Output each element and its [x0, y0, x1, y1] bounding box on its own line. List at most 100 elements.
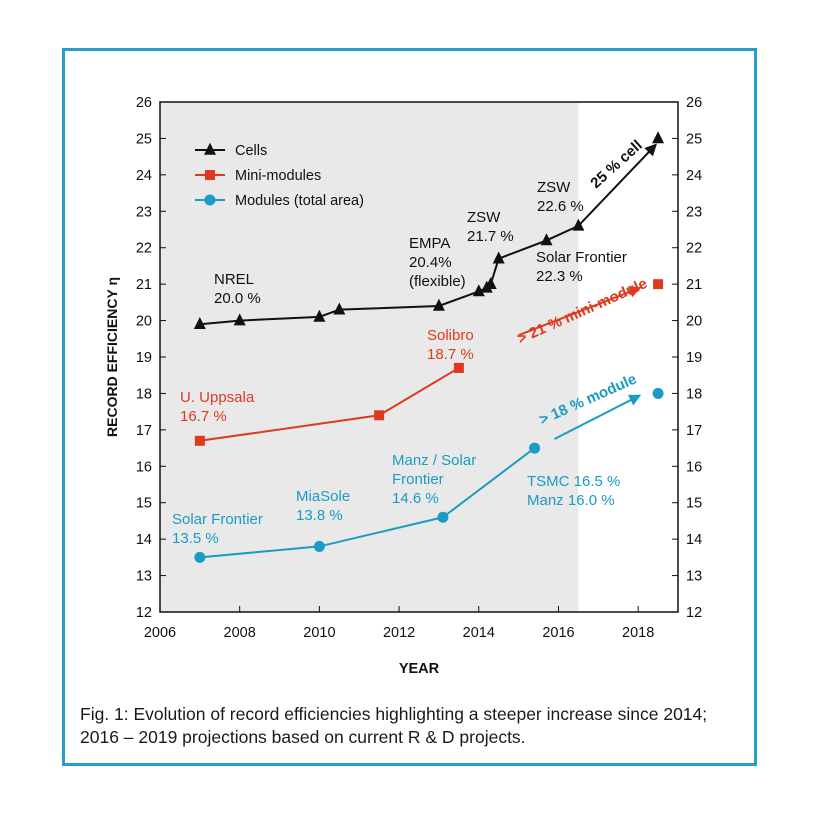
y-tick-label-left: 18: [136, 386, 152, 402]
annotation-zsw-21-7: ZSW 21.7 %: [467, 209, 514, 245]
annotation-solar-frontier-13-5-line: Solar Frontier: [172, 511, 263, 528]
y-tick-label-right: 26: [686, 95, 702, 111]
legend-marker: [204, 142, 216, 155]
y-tick-label-right: 19: [686, 350, 702, 366]
annotation-tsmc-manz-line: TSMC 16.5 %: [527, 473, 620, 490]
legend-label: Cells: [235, 143, 267, 159]
annotation-empa-line: (flexible): [409, 273, 466, 290]
module-data-point: [529, 442, 541, 454]
annotation-solar-frontier-22-3-line: 22.3 %: [536, 268, 583, 285]
annotation-miasole-line: MiaSole: [296, 488, 350, 505]
x-tick-label: 2016: [542, 625, 574, 641]
legend-marker: [204, 194, 216, 206]
cells-data-point: [193, 317, 206, 330]
legend-label: Mini-modules: [235, 168, 321, 184]
y-tick-label-right: 12: [686, 605, 702, 621]
annotation-tsmc-manz-line: Manz 16.0 %: [527, 492, 615, 509]
x-tick-label: 2014: [463, 625, 495, 641]
mini-module-projection-point: [653, 279, 664, 290]
y-tick-label-left: 15: [136, 496, 152, 512]
mini-module-data-point: [194, 435, 205, 446]
cells-data-point: [432, 298, 445, 311]
annotation-empa-line: EMPA: [409, 235, 450, 252]
annotation-manz-solar-frontier-line: Frontier: [392, 471, 444, 488]
y-tick-label-right: 18: [686, 386, 702, 402]
annotation-solibro-line: Solibro: [427, 327, 474, 344]
y-tick-label-left: 16: [136, 459, 152, 475]
y-tick-label-right: 25: [686, 131, 702, 147]
mini-module-projection-arrow: [518, 286, 642, 337]
y-axis-title: RECORD EFFICIENCY η: [104, 277, 120, 437]
caption-line-1: Fig. 1: Evolution of record efficiencies…: [80, 704, 708, 724]
x-tick-label: 2006: [144, 625, 176, 641]
annotation-solibro-line: 18.7 %: [427, 346, 474, 363]
y-tick-label-right: 22: [686, 241, 702, 257]
y-tick-label-left: 13: [136, 569, 152, 585]
annotation-solar-frontier-22-3-line: Solar Frontier: [536, 249, 627, 266]
annotation-tsmc-manz: TSMC 16.5 % Manz 16.0 %: [527, 473, 620, 509]
y-tick-label-right: 14: [686, 532, 702, 548]
module-data-point: [194, 551, 206, 563]
module-data-point: [437, 511, 449, 523]
y-tick-label-right: 16: [686, 459, 702, 475]
annotation-miasole: MiaSole 13.8 %: [296, 488, 350, 524]
annotation-zsw-22-6: ZSW 22.6 %: [537, 179, 584, 215]
caption-line-2: 2016 – 2019 projections based on current…: [80, 727, 526, 747]
cells-data-point: [540, 233, 553, 246]
annotation-u-uppsala: U. Uppsala 16.7 %: [180, 389, 255, 425]
mini-module-data-point: [453, 362, 464, 373]
cells-data-point: [233, 313, 246, 326]
y-tick-label-right: 15: [686, 496, 702, 512]
cells-data-point: [492, 251, 505, 264]
annotation-u-uppsala-line: U. Uppsala: [180, 389, 255, 406]
y-tick-label-left: 22: [136, 241, 152, 257]
historic-period-shading: [160, 102, 579, 612]
cells-projection-arrow: [577, 143, 657, 227]
annotation-nrel-line: NREL: [214, 271, 254, 288]
annotation-empa: EMPA 20.4% (flexible): [409, 235, 466, 290]
y-tick-label-right: 20: [686, 314, 702, 330]
y-tick-label-left: 24: [136, 168, 152, 184]
cells-data-point: [484, 276, 497, 289]
legend-label: Modules (total area): [235, 193, 364, 209]
y-tick-label-left: 20: [136, 314, 152, 330]
annotation-zsw-22-6-line: 22.6 %: [537, 198, 584, 215]
cells-data-point: [313, 309, 326, 322]
mini-module-data-point: [374, 410, 385, 421]
annotation-nrel: NREL 20.0 %: [214, 271, 261, 307]
annotation-zsw-21-7-line: ZSW: [467, 209, 501, 226]
y-tick-label-left: 12: [136, 605, 152, 621]
annotation-zsw-22-6-line: ZSW: [537, 179, 571, 196]
y-tick-label-left: 25: [136, 131, 152, 147]
module-series-line: [199, 447, 536, 559]
annotation-empa-line: 20.4%: [409, 254, 452, 271]
annotation-u-uppsala-line: 16.7 %: [180, 408, 227, 425]
annotation-miasole-line: 13.8 %: [296, 507, 343, 524]
cells-data-point: [472, 284, 485, 297]
module-projection-arrow: [554, 394, 642, 440]
y-tick-label-right: 13: [686, 569, 702, 585]
y-tick-label-left: 17: [136, 423, 152, 439]
annotation-manz-solar-frontier-line: 14.6 %: [392, 490, 439, 507]
x-tick-label: 2008: [224, 625, 256, 641]
x-tick-label: 2010: [303, 625, 335, 641]
y-tick-label-right: 17: [686, 423, 702, 439]
annotation-zsw-21-7-line: 21.7 %: [467, 228, 514, 245]
module-projection-point: [652, 387, 664, 399]
y-tick-label-left: 21: [136, 277, 152, 293]
y-tick-label-left: 26: [136, 95, 152, 111]
annotation-manz-solar-frontier: Manz / Solar Frontier 14.6 %: [392, 452, 476, 507]
cells-data-point: [333, 302, 346, 315]
y-tick-label-left: 14: [136, 532, 152, 548]
annotation-solar-frontier-22-3: Solar Frontier 22.3 %: [536, 249, 627, 285]
legend-marker: [205, 170, 215, 180]
cells-projection-point: [652, 131, 665, 144]
y-tick-label-left: 19: [136, 350, 152, 366]
x-axis-title: YEAR: [399, 661, 440, 677]
y-tick-label-right: 23: [686, 204, 702, 220]
x-tick-label: 2012: [383, 625, 415, 641]
annotation-solar-frontier-13-5-line: 13.5 %: [172, 530, 219, 547]
x-tick-label: 2018: [622, 625, 654, 641]
y-tick-label-left: 23: [136, 204, 152, 220]
